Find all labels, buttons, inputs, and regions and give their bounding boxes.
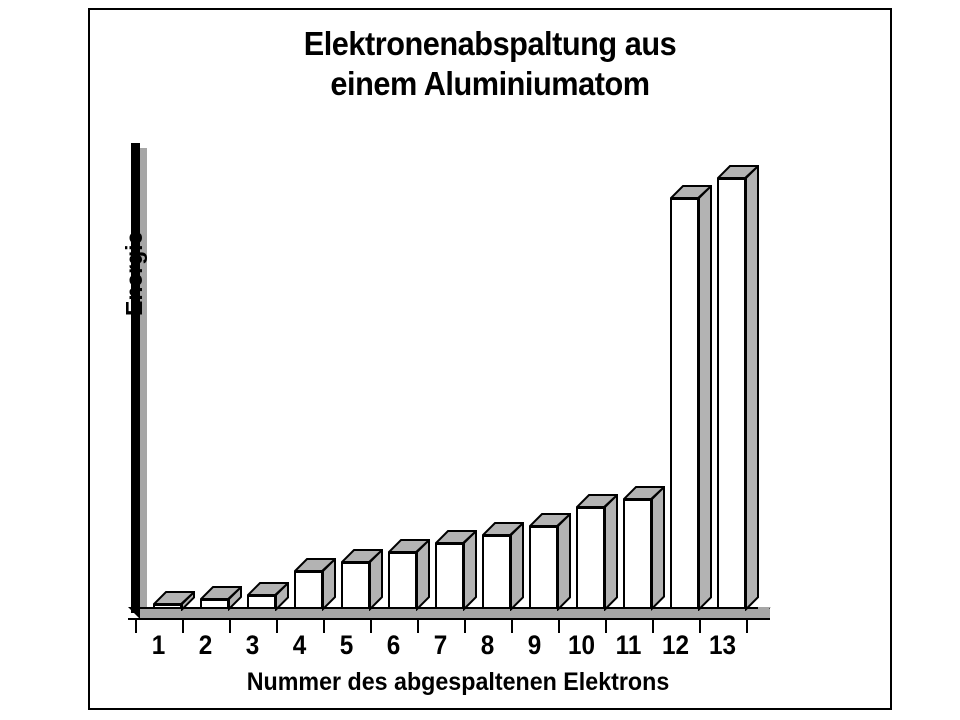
bar-front-face <box>340 561 371 609</box>
bar-front-face <box>152 603 183 609</box>
x-tick-label-1: 1 <box>151 630 166 660</box>
floor-left-bevel <box>128 607 141 620</box>
y-axis-title: Energie <box>121 231 147 316</box>
bar-side-face <box>604 493 619 611</box>
floor-right-bevel <box>758 607 771 620</box>
bar-11 <box>622 486 666 611</box>
bar-top-outline <box>669 184 713 199</box>
x-tick-label-8: 8 <box>480 630 495 660</box>
x-tick-5 <box>323 620 325 633</box>
x-tick-11 <box>605 620 607 633</box>
x-tick-label-10: 10 <box>567 630 596 660</box>
x-tick-label-4: 4 <box>292 630 307 660</box>
bar-front-face <box>716 177 747 609</box>
x-tick-13 <box>699 620 701 633</box>
bar-front-face <box>622 499 653 609</box>
bar-side-face <box>698 184 713 611</box>
bar-top-outline <box>528 512 572 527</box>
chart-title-line-2: einem Aluminiumatom <box>330 65 650 102</box>
bar-top-outline <box>387 538 431 553</box>
bar-top-outline <box>481 521 525 536</box>
x-tick-2 <box>182 620 184 633</box>
x-tick-8 <box>464 620 466 633</box>
x-tick-label-11: 11 <box>615 630 642 660</box>
floor-surface <box>140 609 770 618</box>
bar-front-face <box>293 570 324 609</box>
bar-front-face <box>387 551 418 609</box>
x-tick-label-9: 9 <box>527 630 542 660</box>
bar-top-outline <box>246 581 290 596</box>
bar-front-face <box>528 525 559 609</box>
x-axis-title: Nummer des abgespaltenen Elektrons <box>246 668 670 696</box>
x-tick-end <box>746 620 748 633</box>
x-tick-10 <box>558 620 560 633</box>
bar-top-outline <box>152 590 196 605</box>
x-tick-7 <box>417 620 419 633</box>
bar-3 <box>246 581 290 611</box>
bar-13 <box>716 164 760 611</box>
bar-top-outline <box>622 486 666 501</box>
bar-top-outline <box>716 164 760 179</box>
bar-front-face <box>246 594 277 609</box>
x-tick-6 <box>370 620 372 633</box>
bar-12 <box>669 184 713 611</box>
bar-6 <box>387 538 431 611</box>
bar-10 <box>575 493 619 611</box>
bar-top-outline <box>293 557 337 572</box>
x-tick-1 <box>135 620 137 633</box>
x-tick-label-13: 13 <box>708 630 737 660</box>
bar-top-outline <box>434 529 478 544</box>
x-tick-3 <box>229 620 231 633</box>
bar-side-face <box>651 486 666 611</box>
x-tick-4 <box>276 620 278 633</box>
bar-top-outline <box>575 493 619 508</box>
bar-5 <box>340 548 384 611</box>
x-tick-label-2: 2 <box>198 630 213 660</box>
bar-8 <box>481 521 525 611</box>
bar-front-face <box>481 534 512 609</box>
bar-7 <box>434 529 478 611</box>
bar-4 <box>293 557 337 611</box>
bar-front-face <box>575 506 606 609</box>
x-tick-label-7: 7 <box>433 630 448 660</box>
x-tick-9 <box>511 620 513 633</box>
bar-side-face <box>745 164 760 611</box>
x-tick-12 <box>652 620 654 633</box>
bar-front-face <box>669 197 700 609</box>
bar-2 <box>199 586 243 611</box>
bar-top-outline <box>340 548 384 563</box>
bar-front-face <box>434 542 465 609</box>
bar-1 <box>152 590 196 611</box>
bar-top-outline <box>199 586 243 601</box>
x-axis-line <box>128 618 770 620</box>
y-axis-shadow <box>140 148 147 612</box>
x-tick-label-3: 3 <box>245 630 260 660</box>
bar-9 <box>528 512 572 611</box>
x-tick-label-6: 6 <box>386 630 401 660</box>
x-tick-label-12: 12 <box>661 630 690 660</box>
y-axis-line <box>131 143 140 613</box>
chart-title: Elektronenabspaltung aus <box>303 25 677 62</box>
x-tick-label-5: 5 <box>339 630 354 660</box>
